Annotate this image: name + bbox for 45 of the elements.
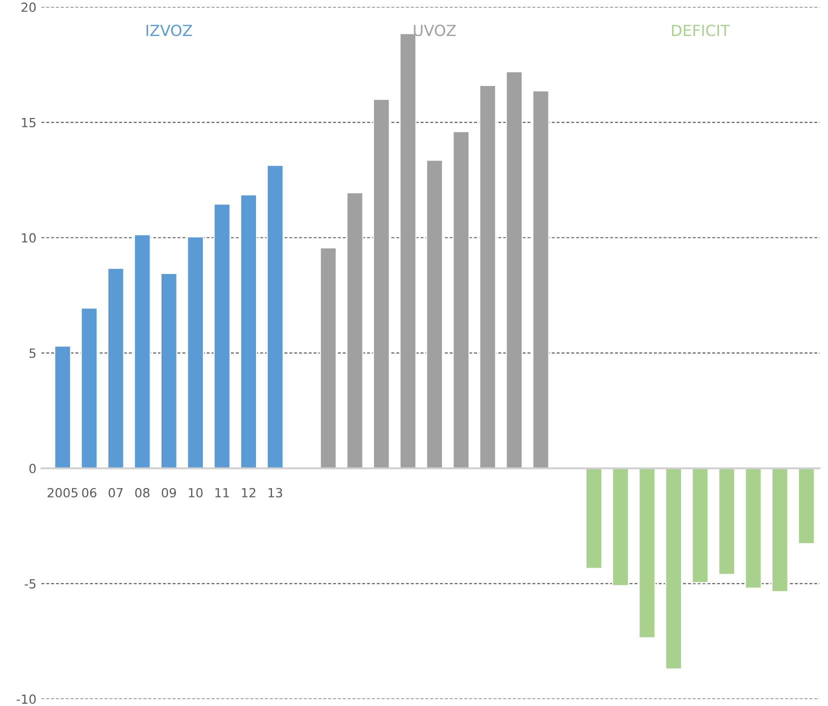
bar	[186, 236, 204, 469]
bar	[134, 234, 151, 469]
x-tick-label: 2005	[48, 488, 78, 498]
x-tick-label: 09	[162, 488, 176, 498]
bar	[240, 194, 258, 469]
bar	[585, 468, 602, 569]
text: IZVOZ	[146, 24, 192, 36]
x-tick-label: 06	[82, 488, 96, 498]
bar	[718, 468, 736, 575]
bar	[214, 203, 231, 469]
y-tick-label: 5	[30, 348, 36, 358]
bar	[479, 84, 496, 469]
x-tick-label: 13	[268, 488, 282, 498]
bar	[320, 247, 337, 469]
bar	[692, 468, 709, 584]
x-tick-label: 08	[135, 488, 150, 498]
bar	[532, 90, 550, 469]
bar	[452, 131, 470, 469]
series-label: UVOZ	[414, 24, 456, 36]
bar	[54, 346, 72, 469]
bar	[80, 307, 98, 469]
bar	[798, 468, 815, 544]
bar	[426, 160, 444, 469]
x-tick-label: 12	[242, 488, 256, 498]
x-tick-label: 10	[188, 488, 203, 498]
x-tick-label: 07	[108, 488, 123, 498]
y-tick-label: -10	[16, 694, 36, 704]
bar	[266, 164, 284, 469]
bar	[665, 468, 682, 670]
y-tick-label: 15	[22, 118, 36, 128]
x-tick-label: 11	[215, 488, 229, 498]
bar	[107, 268, 124, 469]
y-tick-label: 0	[29, 464, 36, 474]
bar	[638, 468, 656, 638]
bar	[346, 192, 364, 469]
y-tick-label: 10	[22, 233, 36, 243]
bar	[372, 98, 390, 469]
bar	[771, 468, 788, 592]
bar	[506, 71, 523, 469]
text: DEFICIT	[672, 24, 730, 36]
y-tick-label: 20	[22, 2, 36, 12]
y-tick-label: -5	[24, 579, 36, 589]
bar	[612, 468, 630, 586]
bar	[160, 272, 178, 469]
bar	[744, 468, 762, 589]
